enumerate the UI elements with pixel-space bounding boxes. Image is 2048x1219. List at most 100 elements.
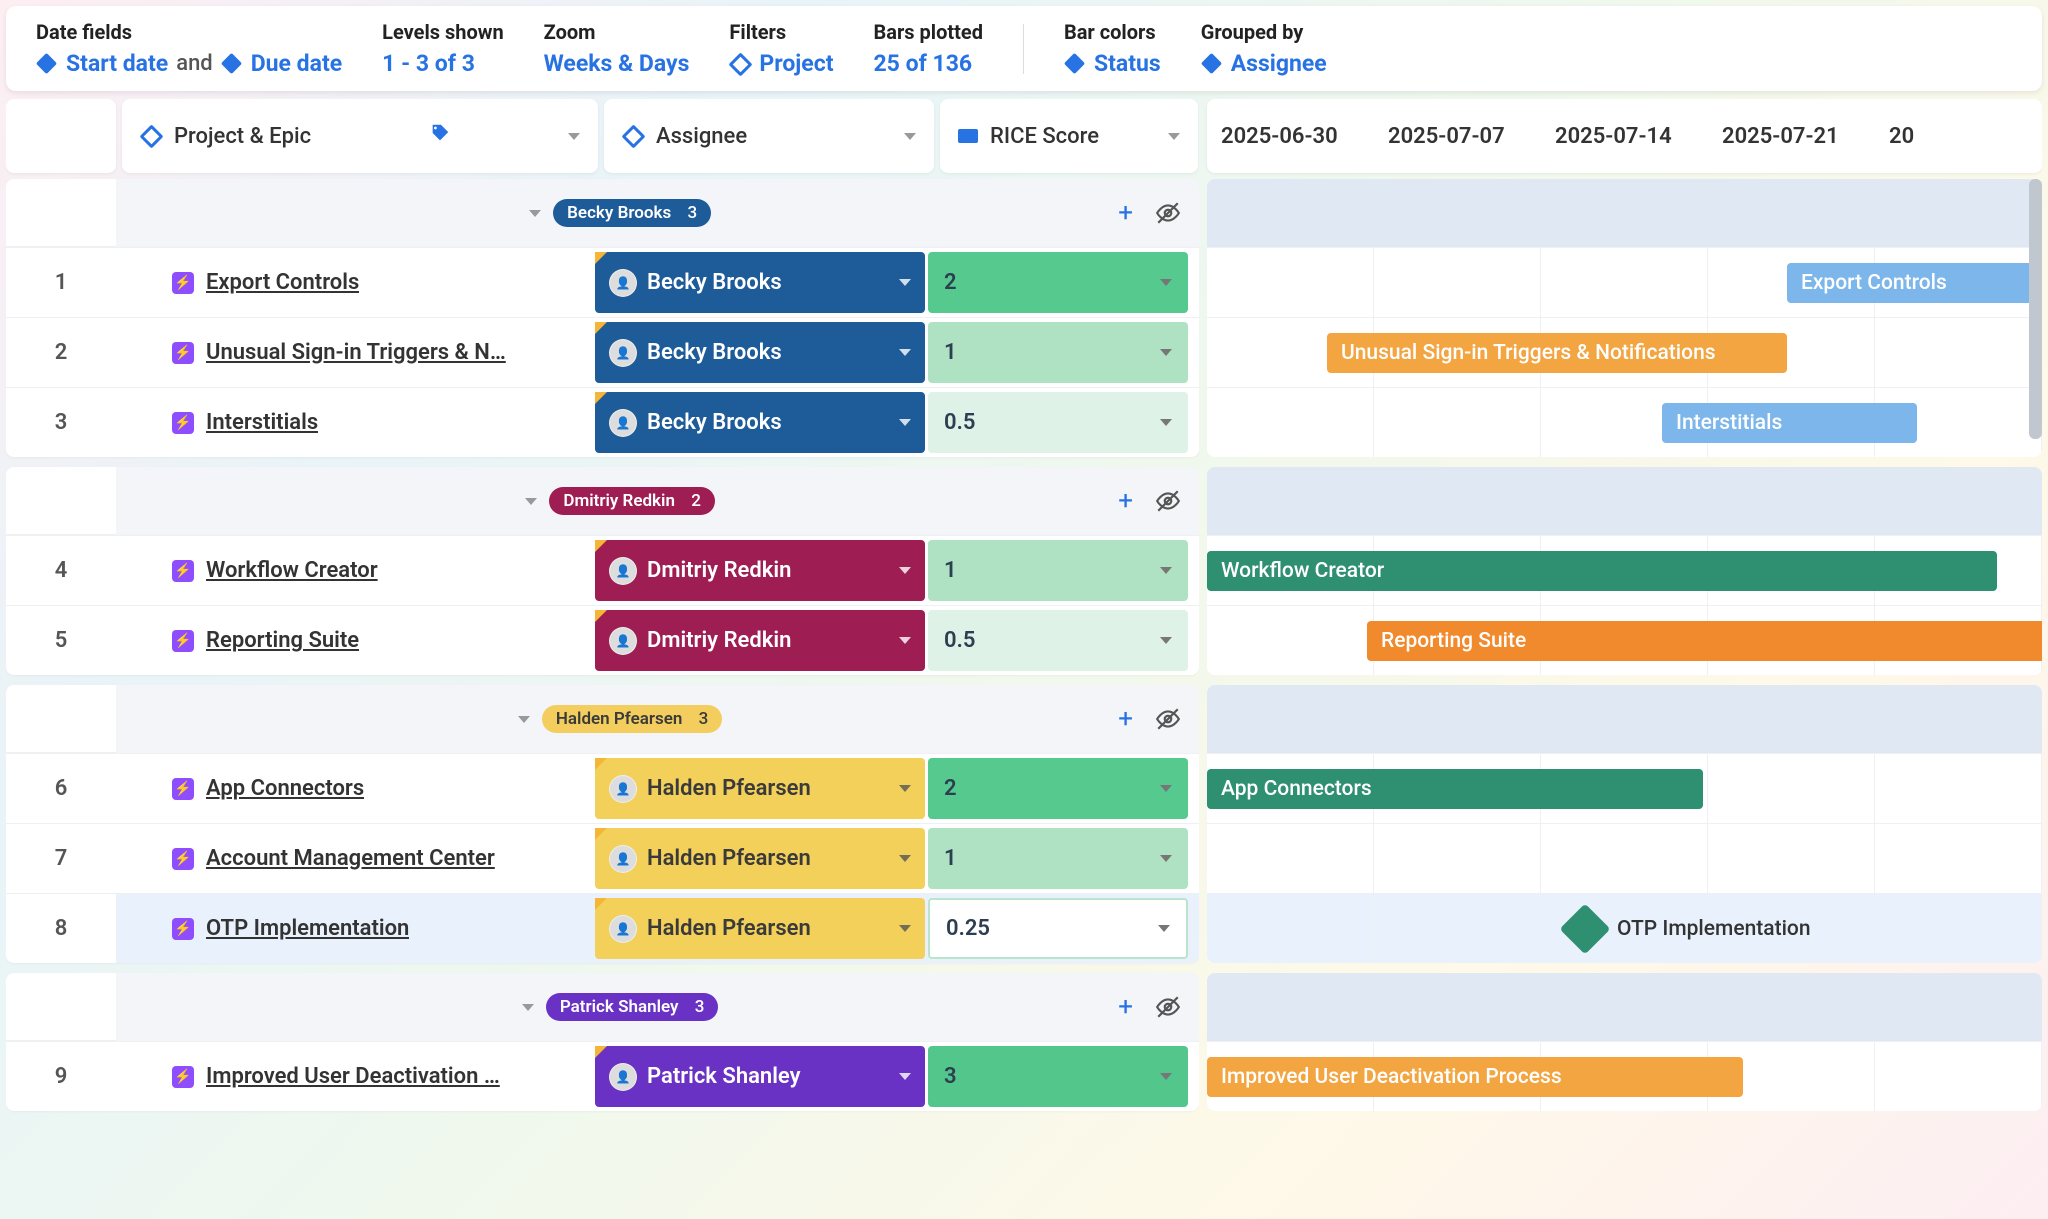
col-assignee[interactable]: Assignee [604,99,934,173]
chevron-down-icon[interactable] [904,133,916,140]
table-row[interactable]: Improved User Deactivation … 👤Patrick Sha… [116,1041,1199,1111]
gantt-row[interactable]: Export Controls [1207,247,2042,317]
task-name[interactable]: Workflow Creator [206,558,378,583]
gantt-bar[interactable]: App Connectors [1207,769,1703,809]
chevron-down-icon[interactable] [1160,567,1172,574]
rice-cell[interactable]: 1 [928,828,1188,889]
due-date-link[interactable]: Due date [251,50,342,77]
group-pill[interactable]: Dmitriy Redkin 2 [549,487,714,515]
rice-cell[interactable]: 1 [928,540,1188,601]
chevron-down-icon[interactable] [529,210,541,217]
rice-cell[interactable]: 0.5 [928,392,1188,453]
task-name[interactable]: Export Controls [206,270,359,295]
task-name[interactable]: Account Management Center [206,846,495,871]
gantt-row[interactable]: Interstitials [1207,387,2042,457]
task-name[interactable]: Improved User Deactivation … [206,1064,500,1089]
zoom-config[interactable]: Zoom Weeks & Days [544,20,690,77]
scrollbar[interactable] [2029,179,2042,439]
gantt-row[interactable]: Reporting Suite [1207,605,2042,675]
chevron-down-icon[interactable] [1168,133,1180,140]
chevron-down-icon[interactable] [1160,279,1172,286]
levels-config[interactable]: Levels shown 1 - 3 of 3 [382,20,504,77]
col-row-number[interactable] [6,99,116,173]
assignee-cell[interactable]: 👤Dmitriy Redkin [595,610,925,671]
gantt-row[interactable]: App Connectors [1207,753,2042,823]
assignee-cell[interactable]: 👤Becky Brooks [595,392,925,453]
chevron-down-icon[interactable] [1160,419,1172,426]
gantt-row[interactable]: OTP Implementation [1207,893,2042,963]
chevron-down-icon[interactable] [899,637,911,644]
chevron-down-icon[interactable] [1160,637,1172,644]
table-row[interactable]: Export Controls 👤Becky Brooks2 [116,247,1199,317]
chevron-down-icon[interactable] [899,349,911,356]
chevron-down-icon[interactable] [1160,1073,1172,1080]
gantt-row[interactable] [1207,823,2042,893]
hide-icon[interactable] [1155,994,1181,1020]
add-row-button[interactable]: + [1118,704,1133,734]
chevron-down-icon[interactable] [525,498,537,505]
task-name[interactable]: App Connectors [206,776,364,801]
chevron-down-icon[interactable] [1160,855,1172,862]
add-row-button[interactable]: + [1118,992,1133,1022]
gantt-milestone[interactable]: OTP Implementation [1567,911,1811,947]
assignee-cell[interactable]: 👤Halden Pfearsen [595,758,925,819]
gantt-row[interactable]: Unusual Sign-in Triggers & Notifications [1207,317,2042,387]
rice-cell[interactable]: 2 [928,252,1188,313]
tag-icon[interactable] [429,122,451,150]
group-header[interactable]: Becky Brooks 3 + [116,179,1199,247]
chevron-down-icon[interactable] [1160,785,1172,792]
rice-cell[interactable]: 0.25 [928,898,1188,959]
chevron-down-icon[interactable] [568,133,580,140]
task-name[interactable]: Unusual Sign-in Triggers & N… [206,340,506,365]
grouped-by-config[interactable]: Grouped by Assignee [1201,20,1327,77]
gantt-bar[interactable]: Improved User Deactivation Process [1207,1057,1743,1097]
assignee-cell[interactable]: 👤Patrick Shanley [595,1046,925,1107]
chevron-down-icon[interactable] [1160,349,1172,356]
group-header[interactable]: Halden Pfearsen 3 + [116,685,1199,753]
task-name[interactable]: Reporting Suite [206,628,359,653]
table-row[interactable]: App Connectors👤Halden Pfearsen2 [116,753,1199,823]
table-row[interactable]: Reporting Suite 👤Dmitriy Redkin0.5 [116,605,1199,675]
hide-icon[interactable] [1155,488,1181,514]
chevron-down-icon[interactable] [899,567,911,574]
assignee-cell[interactable]: 👤Becky Brooks [595,252,925,313]
gantt-bar[interactable]: Unusual Sign-in Triggers & Notifications [1327,333,1787,373]
chevron-down-icon[interactable] [899,925,911,932]
chevron-down-icon[interactable] [1158,925,1170,932]
assignee-cell[interactable]: 👤Halden Pfearsen [595,898,925,959]
chevron-down-icon[interactable] [899,419,911,426]
rice-cell[interactable]: 1 [928,322,1188,383]
group-pill[interactable]: Halden Pfearsen 3 [542,705,722,733]
gantt-bar[interactable]: Export Controls [1787,263,2042,303]
table-row[interactable]: Interstitials 👤Becky Brooks0.5 [116,387,1199,457]
gantt-bar[interactable]: Reporting Suite [1367,621,2042,661]
bar-colors-config[interactable]: Bar colors Status [1064,20,1161,77]
group-pill[interactable]: Becky Brooks 3 [553,199,711,227]
rice-cell[interactable]: 3 [928,1046,1188,1107]
gantt-bar[interactable]: Workflow Creator [1207,551,1997,591]
col-project-epic[interactable]: Project & Epic [122,99,598,173]
chevron-down-icon[interactable] [899,1073,911,1080]
start-date-link[interactable]: Start date [66,50,168,77]
table-row[interactable]: OTP Implementation 👤Halden Pfearsen0.25 [116,893,1199,963]
hide-icon[interactable] [1155,200,1181,226]
table-row[interactable]: Workflow Creator👤Dmitriy Redkin1 [116,535,1199,605]
gantt-row[interactable]: Improved User Deactivation Process [1207,1041,2042,1111]
add-row-button[interactable]: + [1118,198,1133,228]
chevron-down-icon[interactable] [522,1004,534,1011]
bars-plotted-config[interactable]: Bars plotted 25 of 136 [873,20,982,77]
table-row[interactable]: Account Management Center 👤Halden Pfearse… [116,823,1199,893]
gantt-bar[interactable]: Interstitials [1662,403,1917,443]
assignee-cell[interactable]: 👤Becky Brooks [595,322,925,383]
assignee-cell[interactable]: 👤Halden Pfearsen [595,828,925,889]
col-rice-score[interactable]: RICE Score [940,99,1198,173]
task-name[interactable]: OTP Implementation [206,916,409,941]
chevron-down-icon[interactable] [518,716,530,723]
hide-icon[interactable] [1155,706,1181,732]
chevron-down-icon[interactable] [899,855,911,862]
group-pill[interactable]: Patrick Shanley 3 [546,993,719,1021]
group-header[interactable]: Patrick Shanley 3 + [116,973,1199,1041]
rice-cell[interactable]: 0.5 [928,610,1188,671]
task-name[interactable]: Interstitials [206,410,318,435]
gantt-row[interactable]: Workflow Creator [1207,535,2042,605]
